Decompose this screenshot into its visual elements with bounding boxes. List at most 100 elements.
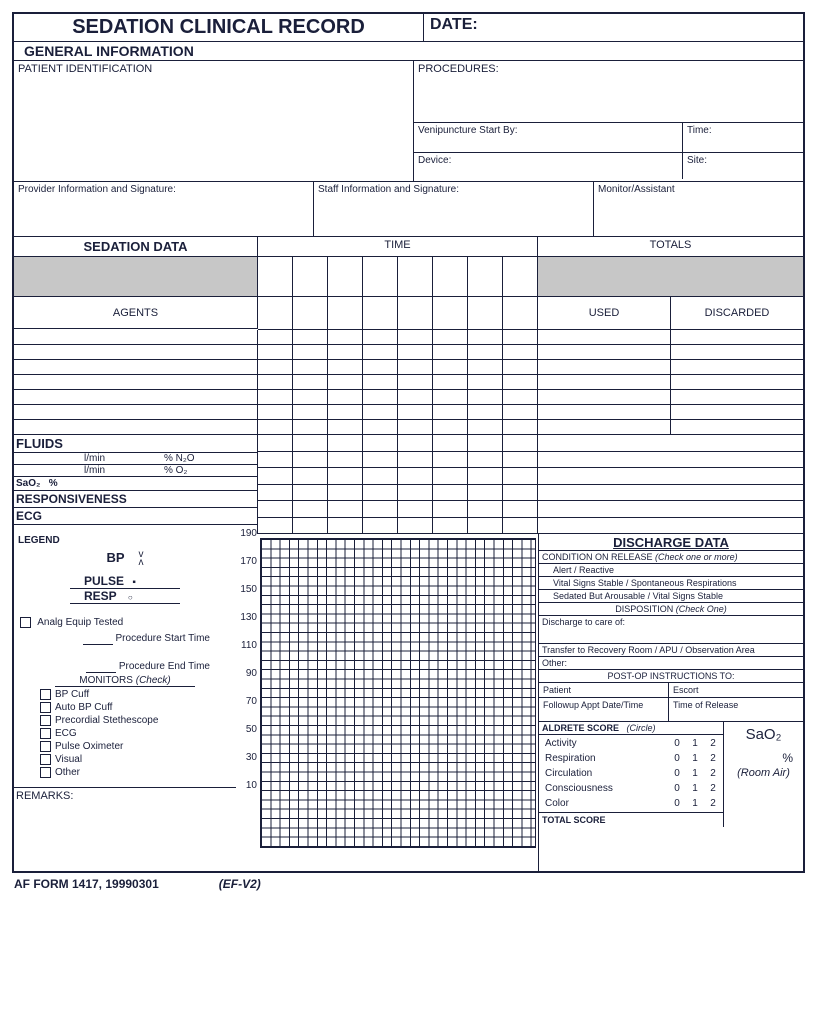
analg-label: Analg Equip Tested <box>37 618 123 629</box>
aldrete-score[interactable]: 0 <box>669 767 685 780</box>
aldrete-score[interactable]: 0 <box>669 797 685 810</box>
sedation-data-heading: SEDATION DATA <box>14 237 258 257</box>
bp-label: BP <box>107 550 125 565</box>
aldrete-score[interactable]: 1 <box>687 797 703 810</box>
legend-column: LEGEND BP v ʌ PULSE ▪ <box>14 534 236 871</box>
monitor-checkbox[interactable] <box>40 767 51 778</box>
agents-heading: AGENTS <box>14 297 258 329</box>
footer: AF FORM 1417, 19990301 (EF-V2) <box>12 873 805 895</box>
totals-heading: TOTALS <box>538 237 803 257</box>
aldrete-sao2: SaO₂ <box>728 726 799 743</box>
pulse-sym: ▪ <box>132 577 136 588</box>
monitor-checkbox[interactable] <box>40 689 51 700</box>
ecg-heading: ECG <box>14 508 257 525</box>
agent-row <box>14 360 803 375</box>
fluids-heading: FLUIDS <box>14 435 257 453</box>
grey-band-row <box>14 257 803 297</box>
aldrete-score[interactable]: 1 <box>687 752 703 765</box>
monitor-checkbox[interactable] <box>40 741 51 752</box>
discharge-column: DISCHARGE DATA CONDITION ON RELEASE (Che… <box>538 534 803 871</box>
postop-hdr: POST-OP INSTRUCTIONS TO: <box>539 670 803 683</box>
monitors-heading: MONITORS <box>79 675 133 686</box>
ytick: 170 <box>236 556 260 584</box>
procedures-label: PROCEDURES: <box>414 61 803 123</box>
condition-note: (Check one or more) <box>655 552 738 562</box>
aldrete-score[interactable]: 2 <box>705 797 721 810</box>
remarks-label: REMARKS: <box>14 787 236 804</box>
aldrete-score[interactable]: 1 <box>687 767 703 780</box>
legend-chart-discharge-row: LEGEND BP v ʌ PULSE ▪ <box>14 534 803 871</box>
discarded-heading: DISCARDED <box>671 297 803 330</box>
agent-row <box>14 330 803 345</box>
form-title: SEDATION CLINICAL RECORD <box>14 14 424 42</box>
monitors-note: (Check) <box>136 675 171 686</box>
aldrete-score[interactable]: 1 <box>687 737 703 750</box>
total-score: TOTAL SCORE <box>539 812 723 827</box>
staff-label: Staff Information and Signature: <box>314 182 594 237</box>
followup-label: Followup Appt Date/Time <box>539 698 669 722</box>
ytick: 50 <box>236 724 260 752</box>
aldrete-score[interactable]: 0 <box>669 737 685 750</box>
ytick: 150 <box>236 584 260 612</box>
analg-checkbox[interactable] <box>20 617 31 628</box>
title-row: SEDATION CLINICAL RECORD DATE: <box>14 14 803 42</box>
date-label: DATE: <box>424 14 803 42</box>
monitor-checkbox[interactable] <box>40 715 51 726</box>
agents-time-cols <box>258 297 538 330</box>
other-label: Other: <box>539 657 803 670</box>
n2o-label: % N₂O <box>164 453 195 464</box>
monitor-item: Pulse Oximeter <box>55 741 123 752</box>
discharge-care: Discharge to care of: <box>539 616 803 644</box>
aldrete-item: Consciousness <box>541 782 667 795</box>
disposition-note: (Check One) <box>676 604 727 614</box>
device-label: Device: <box>414 153 683 179</box>
ytick: 70 <box>236 696 260 724</box>
fluids-right-blank <box>538 435 803 534</box>
site-label: Site: <box>683 153 803 179</box>
aldrete-score[interactable]: 2 <box>705 767 721 780</box>
aldrete-score[interactable]: 0 <box>669 782 685 795</box>
condition-hdr: CONDITION ON RELEASE <box>542 552 653 562</box>
ytick: 90 <box>236 668 260 696</box>
chart-grid <box>260 538 536 848</box>
agent-row <box>14 375 803 390</box>
provider-label: Provider Information and Signature: <box>14 182 314 237</box>
pulse-label: PULSE <box>70 574 124 588</box>
lmin-1: l/min <box>84 453 164 464</box>
aldrete-item: Color <box>541 797 667 810</box>
ytick: 190 <box>236 528 260 556</box>
aldrete-score[interactable]: 2 <box>705 737 721 750</box>
time-cols-grey <box>258 257 538 297</box>
aldrete-score[interactable]: 1 <box>687 782 703 795</box>
resp-sym: ○ <box>128 593 133 602</box>
patient-procedures-row: PATIENT IDENTIFICATION PROCEDURES: Venip… <box>14 61 803 181</box>
grey-right <box>538 257 803 297</box>
condition-item: Alert / Reactive <box>539 564 803 577</box>
responsiveness-heading: RESPONSIVENESS <box>14 491 257 508</box>
transfer-label: Transfer to Recovery Room / APU / Observ… <box>539 644 803 657</box>
agent-rows <box>14 330 803 435</box>
chart-y-axis: 1901701501301109070503010 <box>236 534 260 848</box>
general-info-heading: GENERAL INFORMATION <box>14 42 803 61</box>
monitor-checkbox[interactable] <box>40 754 51 765</box>
aldrete-score[interactable]: 2 <box>705 752 721 765</box>
aldrete-item: Circulation <box>541 767 667 780</box>
monitor-checkbox[interactable] <box>40 702 51 713</box>
resp-label: RESP <box>70 589 117 603</box>
used-heading: USED <box>538 297 671 330</box>
chart-column: 1901701501301109070503010 <box>236 534 538 871</box>
monitor-label: Monitor/Assistant <box>594 182 803 237</box>
proc-end-label: Procedure End Time <box>119 661 210 672</box>
ytick: 10 <box>236 780 260 808</box>
aldrete-score[interactable]: 0 <box>669 752 685 765</box>
bp-sym-dn: ʌ <box>138 557 143 568</box>
ytick: 130 <box>236 612 260 640</box>
monitor-checkbox[interactable] <box>40 728 51 739</box>
aldrete-score[interactable]: 2 <box>705 782 721 795</box>
sedation-header-row: SEDATION DATA TIME TOTALS <box>14 237 803 257</box>
ytick: 110 <box>236 640 260 668</box>
agent-row <box>14 390 803 405</box>
aldrete-row: ALDRETE SCORE (Circle) Activity012Respir… <box>539 722 803 827</box>
form-number: AF FORM 1417, 19990301 <box>14 877 159 891</box>
room-air: (Room Air) <box>728 767 799 779</box>
